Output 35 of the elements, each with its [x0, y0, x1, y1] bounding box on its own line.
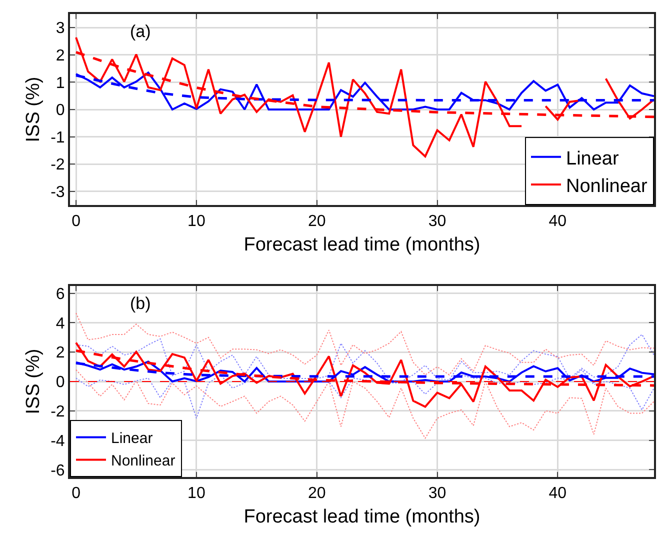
- y-tick-label: 1: [56, 74, 65, 92]
- y-tick-label: 0: [56, 102, 65, 120]
- x-tick-label: 10: [188, 485, 206, 502]
- x-tick-label: 0: [72, 485, 81, 502]
- y-tick-label: 0: [56, 374, 65, 392]
- y-tick-label: -6: [50, 462, 65, 480]
- y-tick-label: -3: [50, 184, 65, 201]
- x-tick-label: 20: [308, 485, 326, 502]
- y-tick-label: 6: [56, 286, 65, 303]
- line-series: [76, 312, 654, 376]
- x-tick-label: 30: [428, 213, 446, 230]
- y-axis-title: ISS (%): [22, 348, 44, 414]
- x-axis-title: Forecast lead time (months): [244, 234, 480, 256]
- y-tick-label: -2: [50, 156, 65, 174]
- y-tick-label: 4: [56, 315, 65, 332]
- annotation: (a): [130, 22, 151, 41]
- legend-label: Linear: [566, 148, 620, 170]
- y-tick-label: -1: [50, 129, 65, 146]
- x-tick-label: 40: [548, 213, 567, 230]
- y-tick-label: -2: [50, 403, 65, 420]
- y-tick-label: 3: [56, 20, 65, 38]
- annotation: (b): [130, 294, 151, 313]
- x-tick-label: 20: [308, 213, 326, 230]
- x-tick-label: 30: [428, 485, 446, 502]
- legend-label: Nonlinear: [111, 452, 176, 470]
- y-tick-label: 2: [56, 48, 65, 65]
- x-tick-label: 40: [548, 485, 567, 502]
- y-tick-label: 2: [56, 344, 65, 362]
- legend-label: Nonlinear: [566, 176, 648, 197]
- y-tick-label: -4: [50, 432, 65, 450]
- x-axis-title: Forecast lead time (months): [244, 506, 480, 528]
- legend-label: Linear: [111, 430, 153, 448]
- y-axis-title: ISS (%): [22, 76, 44, 142]
- x-tick-label: 10: [188, 213, 206, 230]
- x-tick-label: 0: [72, 213, 81, 230]
